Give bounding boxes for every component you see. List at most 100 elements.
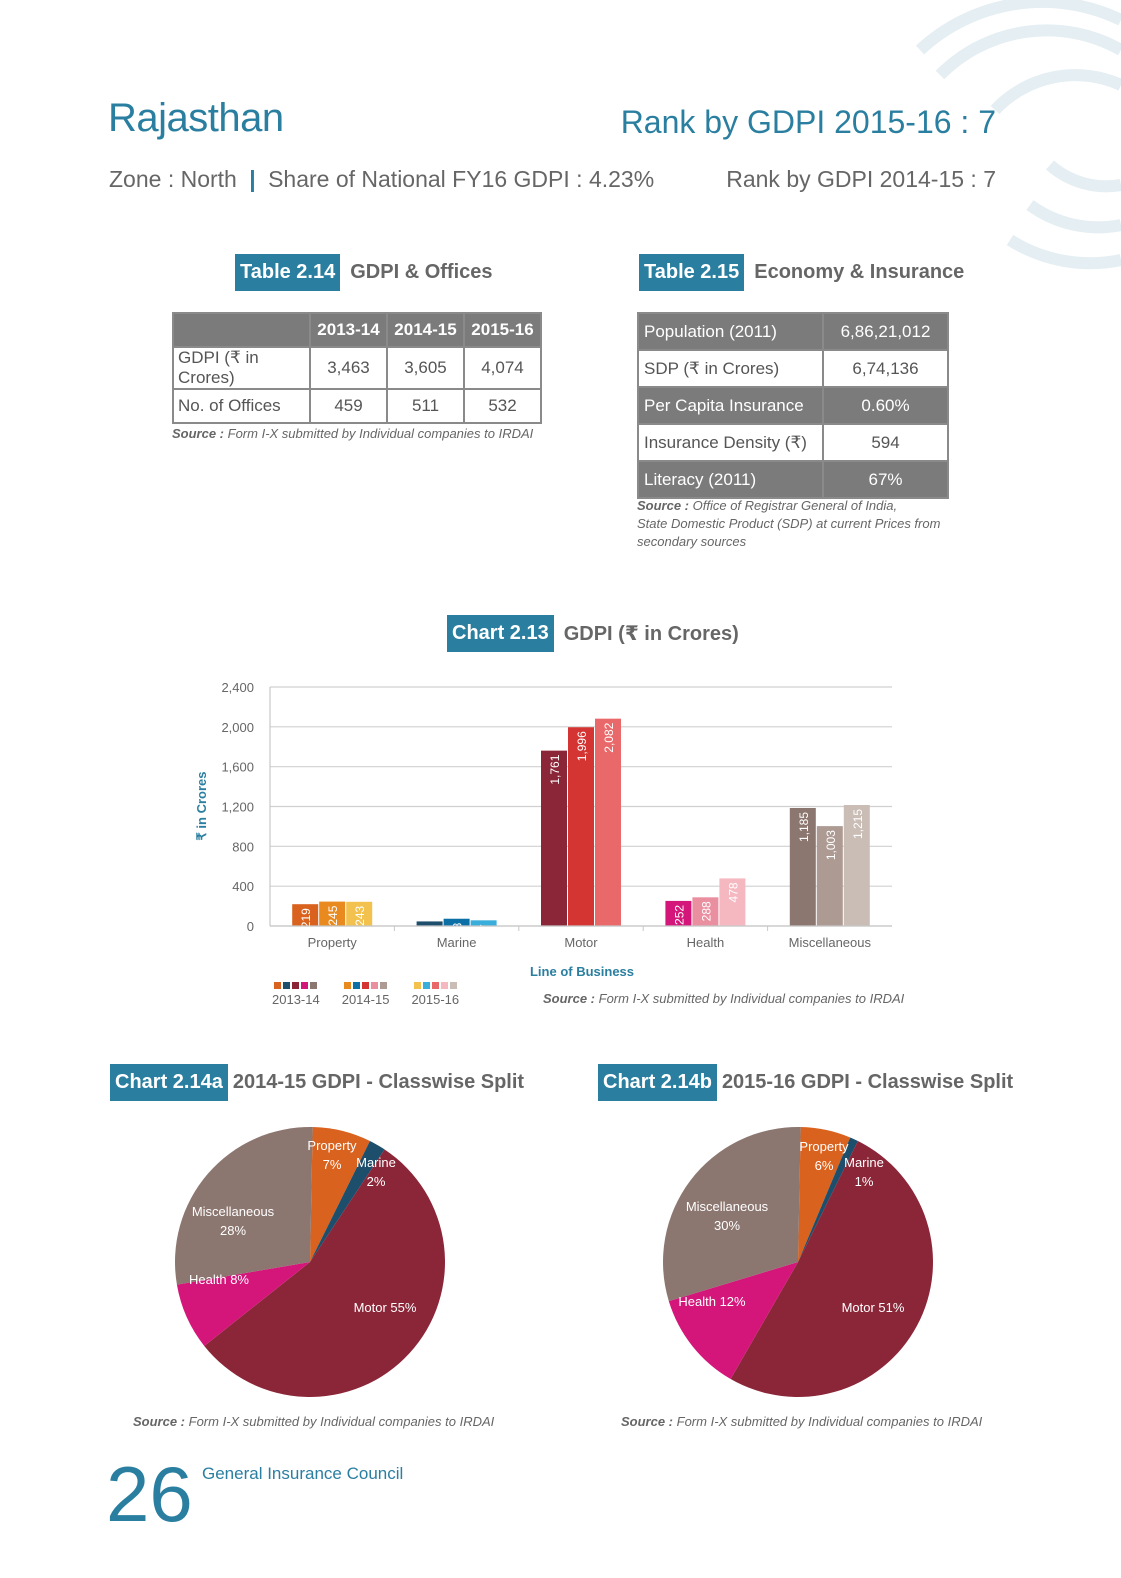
table-row: GDPI (₹ in Crores) 3,463 3,605 4,074 [172, 346, 542, 390]
pie-slice-marine [310, 1141, 385, 1262]
table-row: Literacy (2011) 67% [637, 460, 949, 499]
row-label: SDP (₹ in Crores) [637, 349, 824, 388]
pie-label-line: Health 8% [189, 1272, 249, 1287]
bar-health-2013-14 [665, 900, 692, 926]
source-text: Form I-X submitted by Individual compani… [676, 1414, 983, 1429]
legend-swatch [362, 982, 370, 989]
row-label: GDPI (₹ in Crores) [172, 346, 311, 390]
x-tick-label: Property [308, 935, 358, 950]
zone-share-line: Zone : North | Share of National FY16 GD… [109, 166, 654, 193]
pie-label-line: 1% [855, 1174, 874, 1189]
bar-marine-2015-16 [470, 920, 497, 926]
separator: | [249, 166, 256, 192]
legend-swatch [422, 982, 430, 989]
pie-label-line: Marine [844, 1155, 884, 1170]
share: Share of National FY16 GDPI : 4.23% [268, 166, 655, 192]
pie-label-line: Motor 55% [354, 1300, 417, 1315]
source-text: Form I-X submitted by Individual compani… [598, 991, 905, 1006]
pie-label-line: Miscellaneous [686, 1199, 769, 1214]
bar-value-label: 288 [699, 901, 713, 921]
chart-2-13-source: Source : Form I-X submitted by Individua… [543, 991, 904, 1006]
legend-item: 2015-16 [411, 982, 459, 1007]
pie-slice-label: Health 12% [678, 1294, 746, 1309]
bar-property-2014-15 [319, 901, 346, 926]
table-row: SDP (₹ in Crores) 6,74,136 [637, 349, 949, 388]
legend-swatch [301, 982, 309, 989]
pie-label-line: 2% [367, 1174, 386, 1189]
bar-marine-2013-14 [416, 921, 443, 926]
pie-slice-label: Motor 55% [354, 1300, 417, 1315]
pie-slice-label: Marine 1% [844, 1155, 884, 1189]
table-2-15-heading: Table 2.15 Economy & Insurance [639, 254, 964, 291]
source-text: Form I-X submitted by Individual compani… [227, 426, 534, 441]
bar-value-label: 243 [353, 905, 367, 925]
gdpi-offices-table: 2013-14 2014-15 2015-16 GDPI (₹ in Crore… [172, 312, 542, 424]
chart-2-14a-tag: Chart 2.14a [110, 1064, 228, 1101]
y-tick-label: 0 [247, 919, 254, 934]
bar-value-label: 1,215 [851, 809, 865, 839]
table-row: Per Capita Insurance 0.60% [637, 386, 949, 425]
pie-slice-miscellaneous [663, 1127, 801, 1302]
bar-chart-legend: 2013-14 2014-15 2015-16 [272, 982, 459, 1007]
pie-label-line: Property [307, 1138, 357, 1153]
y-tick-label: 2,000 [221, 720, 254, 735]
state-title: Rajasthan [108, 96, 284, 140]
legend-swatches [344, 982, 388, 989]
bar-value-label: 245 [326, 905, 340, 925]
pie-label-line: Motor 51% [842, 1300, 905, 1315]
legend-swatch [310, 982, 318, 989]
legend-label: 2014-15 [341, 992, 390, 1007]
legend-swatch [353, 982, 361, 989]
decorative-arcs [915, 0, 1121, 270]
bar-motor-2015-16 [595, 718, 621, 926]
rank-current: Rank by GDPI 2015-16 : 7 [620, 104, 996, 140]
bar-health-2014-15 [692, 897, 719, 926]
legend-swatch [413, 982, 421, 989]
source-label: Source : [637, 498, 690, 513]
cell: 6,86,21,012 [822, 312, 949, 351]
pie-label-line: Property [799, 1139, 849, 1154]
y-tick-label: 400 [232, 879, 254, 894]
bar-marine-2014-15 [443, 918, 470, 926]
row-label: Per Capita Insurance [637, 386, 824, 425]
header-cell: 2013-14 [309, 312, 388, 348]
chart-2-13-heading: Chart 2.13 GDPI (₹ in Crores) [447, 615, 739, 652]
pie-label-line: 30% [714, 1218, 740, 1233]
bar-health-2015-16 [719, 878, 746, 926]
legend-swatches [274, 982, 318, 989]
pie-label-line: 6% [815, 1158, 834, 1173]
bar-miscellaneous-2013-14 [789, 807, 816, 926]
header-cell: 2015-16 [463, 312, 542, 348]
legend-swatch [344, 982, 352, 989]
pie-label-line: Health 12% [678, 1294, 746, 1309]
pie-slice-label: Property 7% [307, 1138, 357, 1172]
chart-2-14a-heading: Chart 2.14a 2014-15 GDPI - Classwise Spl… [110, 1064, 524, 1101]
pie-slice-health [668, 1262, 798, 1379]
x-tick-label: Motor [564, 935, 598, 950]
bar-motor-2014-15 [568, 727, 594, 926]
pie-slice-label: Property 6% [799, 1139, 849, 1173]
legend-label: 2013-14 [272, 992, 320, 1007]
source-label: Source : [133, 1414, 186, 1429]
x-axis-label: Line of Business [530, 964, 634, 979]
cell: 67% [822, 460, 949, 499]
row-label: Population (2011) [637, 312, 824, 351]
gdpi-bar-chart: 0 400 800 1,200 1,600 2,000 2,400 ₹ in Crores 21… [194, 680, 892, 979]
legend-swatch [283, 982, 291, 989]
table-2-14-title: GDPI & Offices [350, 261, 493, 283]
pie-slice-marine [798, 1137, 858, 1262]
row-label: No. of Offices [172, 388, 311, 424]
table-2-15-title: Economy & Insurance [754, 261, 965, 283]
source-label: Source : [621, 1414, 674, 1429]
y-tick-label: 1,600 [221, 760, 254, 775]
cell: 3,463 [309, 346, 388, 390]
x-tick-label: Health [687, 935, 725, 950]
legend-swatch [431, 982, 439, 989]
chart-2-14b-title: 2015-16 GDPI - Classwise Split [721, 1071, 1014, 1093]
legend-item: 2014-15 [341, 982, 390, 1007]
pie-slice-motor [204, 1149, 445, 1397]
legend-swatch [292, 982, 300, 989]
header-cell: 2014-15 [386, 312, 465, 348]
bar-value-label: 1,003 [824, 830, 838, 860]
x-tick-label: Miscellaneous [789, 935, 872, 950]
